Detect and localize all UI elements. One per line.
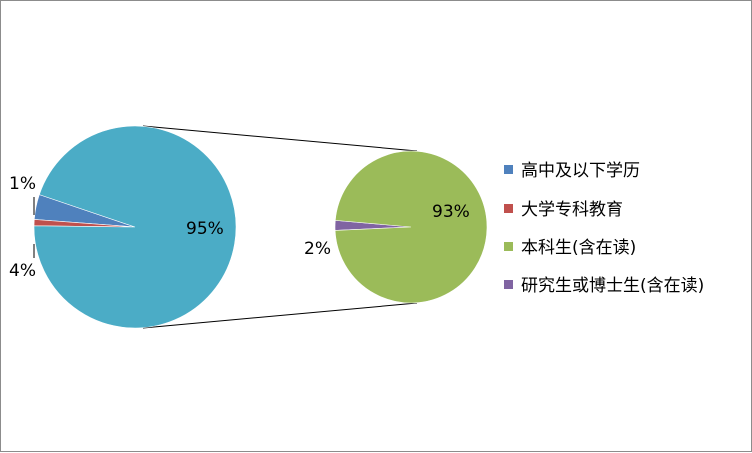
data-label-main-4: 4% [9,261,36,281]
main-pie [33,125,237,329]
legend-label-0: 高中及以下学历 [521,161,640,181]
data-label-main-95: 95% [186,219,224,239]
connector-line-bottom [142,302,418,329]
data-label-sec-2: 2% [304,239,331,259]
legend-swatch-2 [504,242,513,251]
legend-swatch-0 [504,165,513,174]
legend-label-3: 研究生或博士生(含在读) [521,276,704,296]
data-label-sec-93: 93% [432,202,470,222]
legend-swatch-1 [504,204,513,213]
connector-line-top [142,125,418,152]
legend: 高中及以下学历 大学专科教育 本科生(含在读) 研究生或博士生(含在读) [504,161,704,296]
data-labels: 1% 4% 95% 93% 2% [9,174,470,281]
main-pie-slice-2 [33,125,237,329]
legend-swatch-3 [504,280,513,289]
secondary-pie-slice-0 [334,150,488,304]
connector-lines [142,125,418,329]
legend-label-2: 本科生(含在读) [521,238,636,258]
secondary-pie [334,150,488,304]
legend-label-1: 大学专科教育 [521,200,623,220]
data-label-main-1: 1% [9,174,36,194]
